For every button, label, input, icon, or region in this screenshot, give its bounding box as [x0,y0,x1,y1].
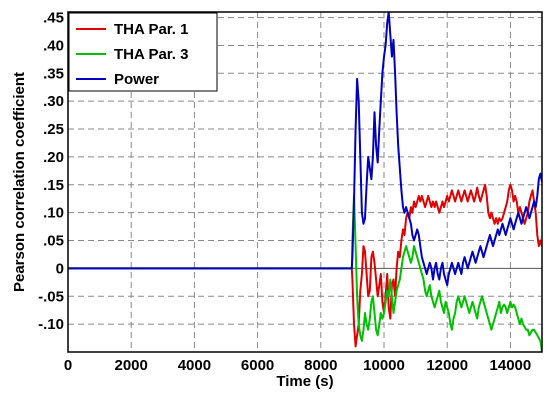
y-tick-label: -.05 [38,288,64,305]
x-axis-label: Time (s) [276,373,333,390]
y-axis-label: Pearson correlation coefficient [11,72,28,292]
plot-frame [67,11,543,353]
y-tick-label: .30 [43,93,64,110]
x-tick-label: 10000 [363,357,405,374]
y-tick-label: .15 [43,177,64,194]
grid-lines [68,12,542,352]
series-lines [68,12,542,352]
y-tick-label: .05 [43,233,64,250]
y-tick-label: .45 [43,10,64,27]
x-tick-label: 14000 [490,357,532,374]
y-tick-label: 0 [56,260,64,277]
y-tick-label: -.10 [38,316,64,333]
legend-label-tha-par-1: THA Par. 1 [114,21,188,38]
x-tick-label: 0 [64,357,72,374]
series-line-power [68,12,542,287]
tick-labels: 0 2000 4000 6000 8000 10000 12000 14000 -.10 -.05… [38,10,531,374]
y-tick-label: .10 [43,205,64,222]
x-tick-label: 2000 [115,357,148,374]
series-line-tha-par-3 [68,194,542,352]
y-tick-label: .35 [43,65,64,82]
x-tick-label: 8000 [304,357,337,374]
y-tick-label: .25 [43,121,64,138]
y-tick-label: .20 [43,149,64,166]
series-line-tha-par-1 [68,183,542,348]
x-tick-label: 12000 [426,357,468,374]
x-tick-label: 6000 [241,357,274,374]
legend: THA Par. 1 THA Par. 3 Power [68,12,218,92]
y-tick-label: .40 [43,37,64,54]
legend-label-tha-par-3: THA Par. 3 [114,46,188,63]
x-tick-label: 4000 [178,357,211,374]
legend-label-power: Power [114,71,159,88]
